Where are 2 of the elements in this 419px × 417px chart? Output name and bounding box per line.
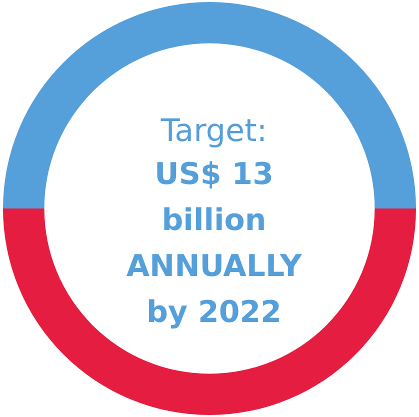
text: US$ 13 billion ANNUALLY by 2022 (125, 156, 303, 332)
text: Target: (160, 112, 268, 151)
